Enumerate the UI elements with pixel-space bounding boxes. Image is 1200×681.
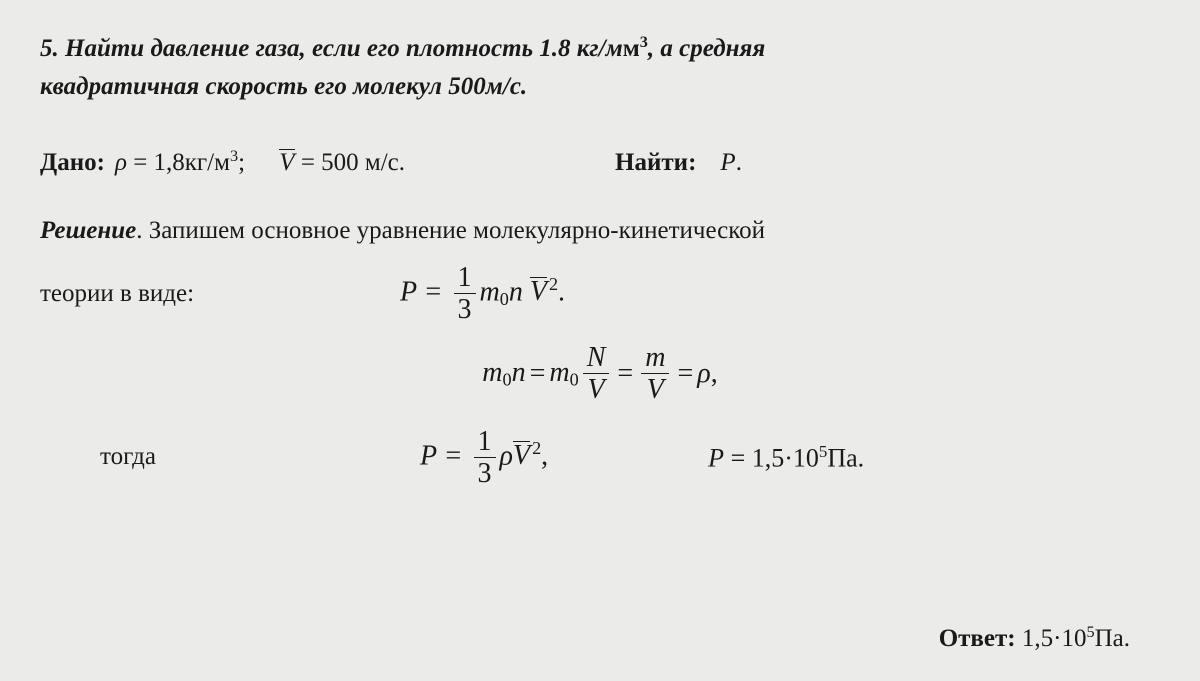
eq1-V: V xyxy=(530,277,547,306)
eq3-exp: 2 xyxy=(532,438,541,458)
eq2-frac1: N V xyxy=(583,343,610,405)
res-P: P xyxy=(708,443,724,472)
find-sym-block: P. xyxy=(720,149,742,177)
answer-label: Ответ: xyxy=(939,625,1016,652)
v-sym: V xyxy=(279,149,294,175)
eq2-lhs: m0n xyxy=(482,357,525,391)
find-end: . xyxy=(736,149,742,176)
problem-unit-exp: 3 xyxy=(640,33,648,51)
v-block: V = 500 м/с. xyxy=(279,149,405,176)
find-label: Найти: xyxy=(615,149,696,177)
equation-2: m0n = m0 N V = m V = ρ, xyxy=(40,343,1160,405)
eq2-V1: V xyxy=(588,374,605,405)
eq3-num: 1 xyxy=(474,427,496,458)
equation-3: P = 1 3 ρV2, xyxy=(420,427,548,489)
eq1-end: . xyxy=(558,276,565,307)
solution-intro: Решение. Запишем основное уравнение моле… xyxy=(40,217,1160,245)
eq1-exp: 2 xyxy=(549,274,558,294)
result: P = 1,5·105Па. xyxy=(708,442,864,473)
eq2-m: m xyxy=(645,342,665,373)
problem-text-1b: , а средняя xyxy=(648,35,765,62)
eq2-N: N xyxy=(587,342,606,373)
togda: тогда xyxy=(40,443,420,471)
rho-val: = 1,8кг/м xyxy=(127,149,230,176)
rho-sym: ρ xyxy=(115,149,127,176)
eq2-rho: ρ xyxy=(697,358,710,390)
rho-exp: 3 xyxy=(230,147,238,165)
eq2-m0subb: 0 xyxy=(570,369,579,389)
rho-end: ; xyxy=(238,149,245,176)
problem-number: 5. xyxy=(40,35,59,62)
eq3-P: P xyxy=(420,440,437,471)
answer-val: 1,5·10 xyxy=(1016,625,1087,652)
eq3-frac: 1 3 xyxy=(474,427,496,489)
theory-line: теории в виде: P = 1 3 m0n V2. xyxy=(40,263,1160,325)
eq2-end: , xyxy=(711,358,718,390)
theory-prefix: теории в виде: xyxy=(40,280,400,308)
answer-exp: 5 xyxy=(1086,623,1094,641)
eq1-m0-sub: 0 xyxy=(500,289,509,309)
given-values: ρ = 1,8кг/м3; V = 500 м/с. xyxy=(115,147,405,177)
res-val: = 1,5·10 xyxy=(724,443,819,472)
given-label: Дано: xyxy=(40,149,105,177)
eq2-m0b: m xyxy=(549,357,569,388)
eq2-n: n xyxy=(512,357,526,388)
answer-unit: Па. xyxy=(1095,625,1130,652)
eq2-V2: V xyxy=(647,374,664,405)
eq3-den: 3 xyxy=(474,458,496,488)
v-val: = 500 м/с. xyxy=(295,149,405,176)
problem-text-1: Найти давление газа, если его плотность … xyxy=(65,35,623,62)
given-find-row: Дано: ρ = 1,8кг/м3; V = 500 м/с. Найти: … xyxy=(40,147,1160,177)
physics-problem-page: 5. Найти давление газа, если его плотнос… xyxy=(0,0,1200,681)
problem-text-2: квадратичная скорость его молекул 500м/с… xyxy=(40,73,527,100)
eq1-m0: m xyxy=(480,276,500,307)
res-unit: Па. xyxy=(827,443,864,472)
eq3-comma: , xyxy=(541,440,548,471)
eq2-frac2: m V xyxy=(641,343,669,405)
problem-statement: 5. Найти давление газа, если его плотнос… xyxy=(40,30,1160,105)
eq2-mid1: m0 xyxy=(549,357,578,391)
solution-label: Решение xyxy=(40,217,136,244)
eq2-m0sub: 0 xyxy=(503,369,512,389)
eq2-m0: m xyxy=(482,357,502,388)
eq3-rho: ρ xyxy=(500,440,513,471)
find-sym: P xyxy=(720,149,735,176)
solution-text: . Запишем основное уравнение молекулярно… xyxy=(136,217,765,244)
answer: Ответ: 1,5·105Па. xyxy=(939,623,1130,653)
eq1-frac: 1 3 xyxy=(454,263,476,325)
final-row: тогда P = 1 3 ρV2, P = 1,5·105Па. xyxy=(40,427,1160,489)
equation-1: P = 1 3 m0n V2. xyxy=(400,263,565,325)
eq1-n: n xyxy=(509,276,523,307)
eq3-V: V xyxy=(513,441,530,470)
eq1-P: P xyxy=(400,276,417,307)
